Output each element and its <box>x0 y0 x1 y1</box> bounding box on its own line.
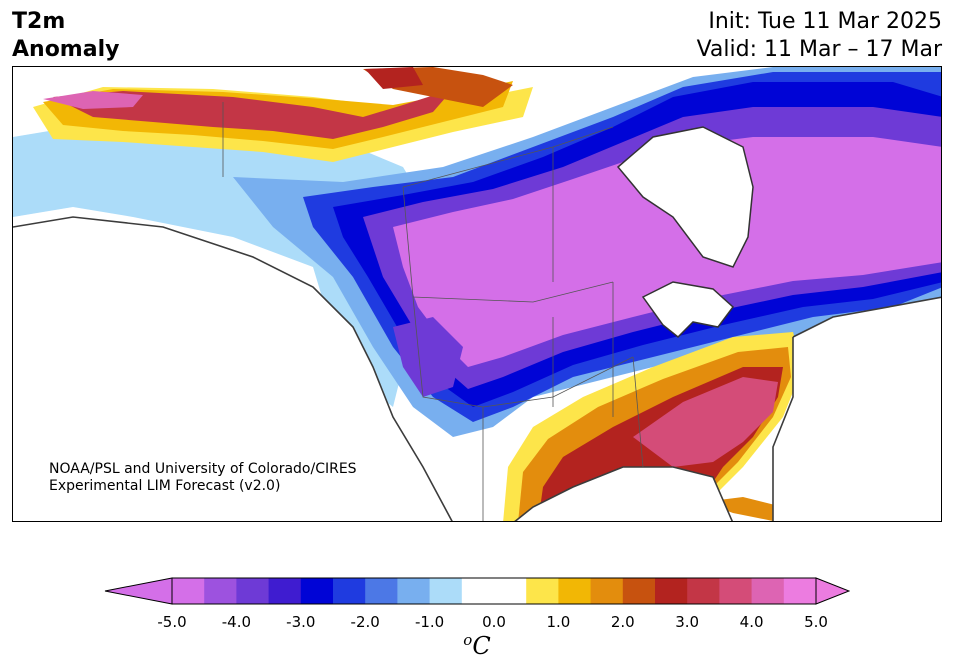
colorbar-tick-label: 5.0 <box>804 613 828 631</box>
gulf-of-mexico <box>515 467 733 521</box>
map-canvas <box>13 67 941 521</box>
colorbar-segment <box>461 578 495 604</box>
colorbar-segment <box>655 578 688 604</box>
credit-line-2: Experimental LIM Forecast (v2.0) <box>49 478 281 494</box>
units-letter: C <box>472 632 491 660</box>
warm-anomaly-alaska-red <box>53 89 453 139</box>
title-line-2: Anomaly <box>12 37 120 62</box>
colorbar-segment <box>751 578 785 604</box>
title-line-1: T2m <box>12 9 66 34</box>
colorbar-tick-label: 1.0 <box>546 613 571 631</box>
state-borders <box>222 102 644 521</box>
anomaly-map <box>12 66 942 522</box>
hudson-bay <box>616 126 754 268</box>
warm-anomaly-southeast-core <box>633 377 778 467</box>
units-degree: o <box>463 631 473 649</box>
colorbar-segment <box>300 578 334 604</box>
colorbar-segment <box>558 578 592 604</box>
colorbar-tick-label: -5.0 <box>157 613 187 631</box>
colorbar-tick-label: -2.0 <box>350 613 380 631</box>
cold-anomaly-core <box>393 137 941 367</box>
colorbar-tick-label: 4.0 <box>739 613 764 631</box>
data-credit: NOAA/PSL and University of Colorado/CIRE… <box>49 461 357 495</box>
warm-anomaly-alaska-magenta <box>43 91 143 109</box>
colorbar-extend-max <box>815 577 850 605</box>
colorbar-extend-min <box>104 577 173 605</box>
map-title: T2m Anomaly <box>12 8 119 64</box>
atlantic-ocean <box>773 297 941 521</box>
colorbar-segment <box>236 578 270 604</box>
pacific-ocean <box>13 217 452 521</box>
colorbar-outline <box>171 577 817 605</box>
colorbar-segment <box>204 578 237 604</box>
forecast-dates: Init: Tue 11 Mar 2025 Valid: 11 Mar – 17… <box>697 8 942 64</box>
colorbar-tick-label: 2.0 <box>610 613 635 631</box>
great-lakes <box>641 281 735 339</box>
init-date: Init: Tue 11 Mar 2025 <box>708 9 942 34</box>
colorbar-segment <box>622 578 656 604</box>
colorbar-segment <box>333 578 366 604</box>
cold-anomaly-south-lobe <box>393 317 463 397</box>
colorbar-tick-label: 3.0 <box>675 613 700 631</box>
colorbar-segment <box>494 578 527 604</box>
colorbar-segment <box>429 578 463 604</box>
colorbar-tick-label: -1.0 <box>414 613 445 631</box>
colorbar-tick-label: 0.0 <box>482 613 506 631</box>
colorbar-segment <box>590 578 624 604</box>
colorbar-tick-label: -3.0 <box>286 613 316 631</box>
colorbar-segment <box>719 578 753 604</box>
valid-range: Valid: 11 Mar – 17 Mar <box>696 37 942 62</box>
colorbar-segment <box>526 578 559 604</box>
colorbar-segment <box>268 578 302 604</box>
colorbar-segment <box>172 578 205 604</box>
warm-anomaly-north-red <box>365 67 423 89</box>
colorbar-segment <box>783 578 817 604</box>
colorbar <box>104 577 850 605</box>
colorbar-tick-label: -4.0 <box>221 613 252 631</box>
colorbar-segment <box>365 578 398 604</box>
colorbar-segment <box>397 578 431 604</box>
units-label: oC <box>447 631 507 660</box>
credit-line-1: NOAA/PSL and University of Colorado/CIRE… <box>49 461 357 477</box>
coastlines <box>13 216 941 521</box>
colorbar-segment <box>687 578 720 604</box>
